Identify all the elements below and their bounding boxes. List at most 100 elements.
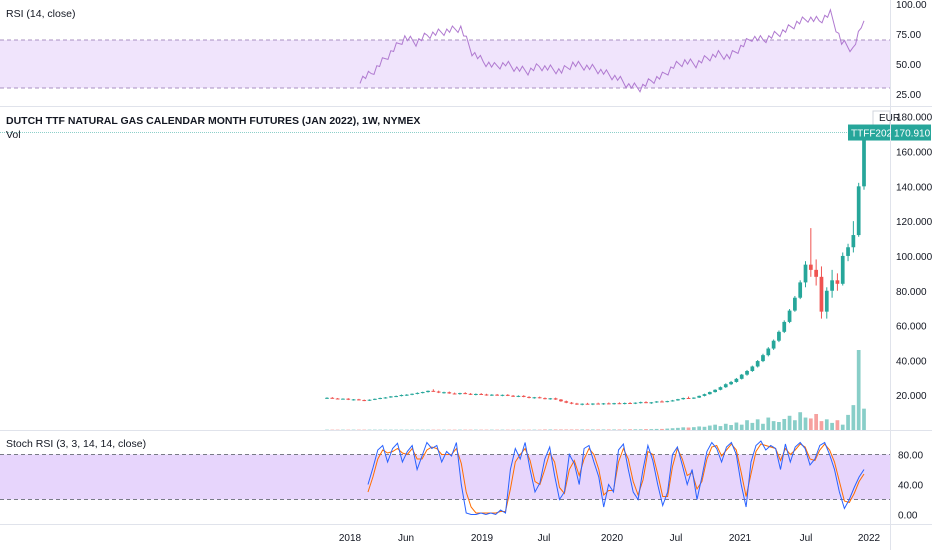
candle[interactable]	[612, 403, 616, 405]
candle[interactable]	[697, 395, 702, 398]
candle[interactable]	[617, 403, 622, 405]
candle[interactable]	[755, 361, 760, 367]
candle[interactable]	[335, 398, 340, 400]
candle[interactable]	[420, 392, 425, 394]
candle[interactable]	[458, 393, 462, 395]
candle[interactable]	[814, 269, 819, 277]
candle[interactable]	[362, 400, 367, 402]
stoch-axis[interactable]: 80.00 40.00 0.00	[898, 451, 923, 522]
candle[interactable]	[793, 297, 797, 311]
candle[interactable]	[830, 280, 834, 291]
candle[interactable]	[846, 247, 850, 256]
candle[interactable]	[798, 282, 803, 298]
candle[interactable]	[372, 398, 377, 400]
candle[interactable]	[596, 403, 601, 405]
candle[interactable]	[734, 378, 739, 382]
candle[interactable]	[404, 394, 409, 396]
rsi-axis[interactable]: 100.00 75.00 50.00 25.00	[896, 0, 927, 101]
candle[interactable]	[644, 402, 648, 404]
candle[interactable]	[447, 392, 452, 394]
price-axis[interactable]: 180.000 160.000 140.000 120.000 100.000 80.00…	[896, 113, 932, 402]
candle[interactable]	[729, 381, 733, 385]
candle[interactable]	[436, 391, 441, 393]
candle[interactable]	[489, 394, 494, 396]
rsi-pane[interactable]: 100.00 75.00 50.00 25.00 RSI (14, close)	[0, 0, 927, 101]
candle[interactable]	[399, 395, 404, 397]
candle[interactable]	[442, 392, 446, 394]
candle[interactable]	[351, 399, 356, 401]
candle[interactable]	[745, 370, 749, 375]
candle[interactable]	[628, 403, 632, 405]
candle[interactable]	[479, 393, 484, 395]
stoch-title[interactable]: Stoch RSI (3, 3, 14, 14, close)	[6, 438, 146, 450]
candle[interactable]	[537, 397, 542, 399]
candle[interactable]	[851, 235, 856, 248]
candle[interactable]	[484, 394, 489, 396]
candle[interactable]	[856, 186, 861, 236]
candle[interactable]	[702, 394, 707, 396]
rsi-title[interactable]: RSI (14, close)	[6, 8, 75, 20]
candle[interactable]	[782, 321, 787, 332]
candle[interactable]	[761, 355, 765, 362]
candle[interactable]	[692, 397, 696, 399]
candle[interactable]	[585, 403, 590, 405]
candle[interactable]	[495, 394, 499, 396]
candle[interactable]	[553, 398, 558, 400]
candle[interactable]	[766, 348, 771, 356]
candle[interactable]	[367, 399, 372, 401]
candle[interactable]	[819, 276, 824, 312]
candle[interactable]	[606, 403, 611, 405]
candle[interactable]	[633, 402, 638, 404]
candle[interactable]	[676, 399, 680, 401]
candle[interactable]	[564, 401, 569, 403]
candle[interactable]	[862, 132, 866, 187]
candles[interactable]	[325, 132, 866, 406]
candle[interactable]	[686, 397, 691, 399]
candle[interactable]	[330, 397, 335, 399]
candle[interactable]	[452, 393, 457, 395]
candle[interactable]	[590, 403, 595, 405]
candle[interactable]	[410, 393, 414, 395]
candle[interactable]	[601, 403, 606, 405]
candle[interactable]	[505, 394, 510, 396]
candle[interactable]	[660, 401, 664, 403]
candle[interactable]	[723, 384, 728, 388]
candle[interactable]	[378, 397, 383, 399]
candle[interactable]	[431, 390, 436, 392]
time-axis[interactable]: 2018 Jun 2019 Jul 2020 Jul 2021 Jul 2022	[339, 533, 881, 544]
candle[interactable]	[569, 402, 574, 404]
currency-label[interactable]: EUR	[879, 113, 900, 124]
candle[interactable]	[840, 255, 845, 284]
candle[interactable]	[511, 395, 515, 397]
candle[interactable]	[500, 394, 505, 396]
candle[interactable]	[575, 403, 579, 405]
candle[interactable]	[835, 280, 840, 284]
candle[interactable]	[426, 390, 430, 393]
candle[interactable]	[750, 366, 755, 371]
candle[interactable]	[383, 397, 388, 399]
candle[interactable]	[739, 374, 744, 379]
candle[interactable]	[670, 400, 675, 402]
candle[interactable]	[580, 403, 585, 405]
candle[interactable]	[394, 396, 398, 398]
candle[interactable]	[357, 399, 361, 401]
candle[interactable]	[559, 399, 563, 402]
candle[interactable]	[463, 393, 468, 395]
candle[interactable]	[787, 310, 792, 322]
stoch-d-line[interactable]	[367, 443, 865, 514]
last-price-tag[interactable]: TTFF2022 170.910	[848, 124, 931, 141]
candle[interactable]	[803, 264, 808, 283]
candle[interactable]	[713, 389, 717, 393]
candle[interactable]	[516, 395, 521, 397]
candle[interactable]	[718, 387, 723, 390]
chart-title[interactable]: DUTCH TTF NATURAL GAS CALENDAR MONTH FUT…	[6, 115, 420, 127]
rsi-line[interactable]	[359, 8, 865, 93]
candle[interactable]	[654, 401, 659, 403]
candle[interactable]	[415, 392, 420, 394]
candle[interactable]	[474, 393, 478, 395]
price-pane[interactable]: 180.000 160.000 140.000 120.000 100.000 80.00…	[0, 110, 932, 430]
candle[interactable]	[468, 393, 473, 395]
candle[interactable]	[388, 396, 393, 398]
candle[interactable]	[707, 392, 712, 395]
stoch-k-line[interactable]	[367, 440, 865, 516]
